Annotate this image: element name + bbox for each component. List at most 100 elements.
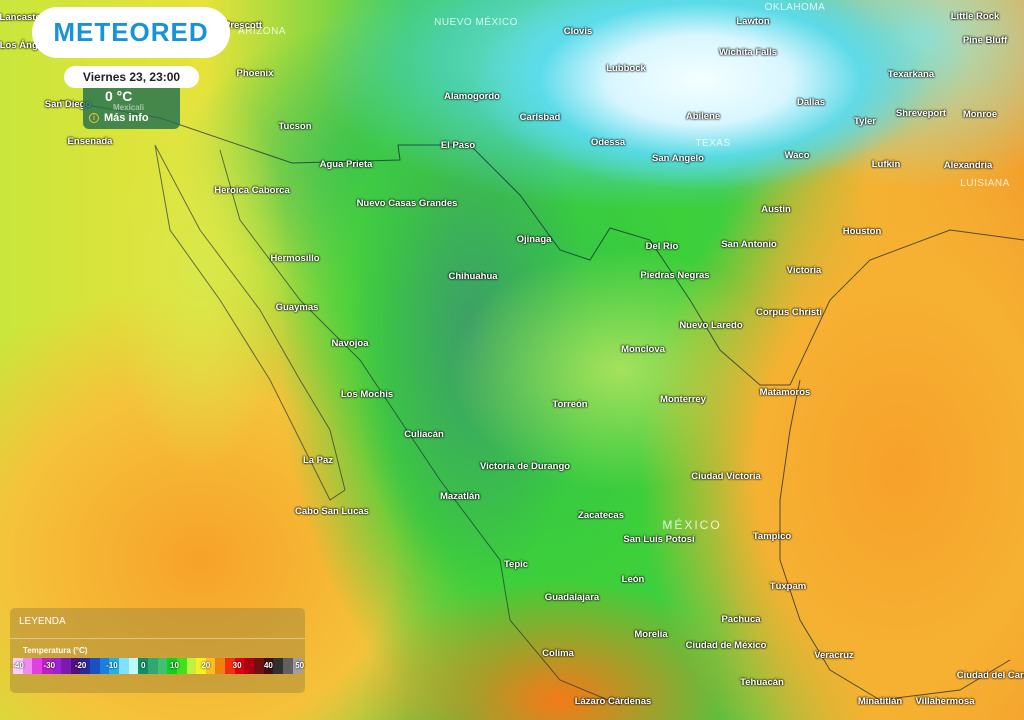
- legend-divider: [10, 638, 305, 639]
- city-label[interactable]: Wichita Falls: [719, 47, 777, 58]
- city-label[interactable]: Hermosillo: [270, 253, 320, 264]
- city-label[interactable]: Austin: [761, 204, 791, 215]
- scale-swatch: [138, 658, 148, 674]
- scale-swatch: [61, 658, 71, 674]
- city-label[interactable]: Tampico: [752, 531, 792, 542]
- city-label[interactable]: Ensenada: [67, 136, 113, 147]
- city-label[interactable]: Navojoa: [331, 338, 369, 349]
- city-label[interactable]: Zacatecas: [578, 510, 624, 521]
- city-label[interactable]: Odessa: [590, 137, 626, 148]
- city-label[interactable]: Ciudad del Carmen: [956, 670, 1024, 681]
- city-label[interactable]: León: [621, 574, 645, 585]
- scale-swatch: [273, 658, 283, 674]
- scale-swatch: [128, 658, 139, 674]
- city-label[interactable]: San Luis Potosí: [623, 534, 695, 545]
- city-label[interactable]: Victoria de Durango: [479, 461, 571, 472]
- city-label[interactable]: Guaymas: [275, 302, 319, 313]
- datetime-badge: Viernes 23, 23:00: [64, 66, 199, 88]
- city-label[interactable]: Texarkana: [887, 69, 935, 80]
- city-label[interactable]: Alamogordo: [444, 91, 500, 102]
- city-label[interactable]: Colima: [542, 648, 574, 659]
- city-label[interactable]: Alexandria: [943, 160, 993, 171]
- city-label[interactable]: Túxpam: [769, 581, 807, 592]
- city-label[interactable]: Veracruz: [814, 650, 854, 661]
- scale-swatch: [119, 658, 129, 674]
- city-label[interactable]: Ojinaga: [516, 234, 552, 245]
- scale-swatch: [234, 658, 245, 674]
- city-label[interactable]: Waco: [784, 150, 810, 161]
- meteored-logo[interactable]: METEORED: [32, 7, 230, 58]
- city-label[interactable]: Lufkin: [871, 159, 901, 170]
- city-label[interactable]: Monterrey: [660, 394, 706, 405]
- city-label[interactable]: Ciudad Victoria: [691, 471, 761, 482]
- city-label[interactable]: Pachuca: [721, 614, 761, 625]
- city-label[interactable]: El Paso: [440, 140, 476, 151]
- city-label[interactable]: Lubbock: [606, 63, 646, 74]
- city-label[interactable]: Culiacán: [404, 429, 444, 440]
- city-label[interactable]: Prescott: [223, 20, 263, 31]
- scale-swatch: [254, 658, 264, 674]
- more-info-button[interactable]: i Más info: [89, 112, 149, 124]
- city-label[interactable]: Tyler: [853, 116, 877, 127]
- city-label[interactable]: Chihuahua: [448, 271, 498, 282]
- city-label[interactable]: Mazatlán: [439, 491, 481, 502]
- city-label[interactable]: San Antonio: [721, 239, 777, 250]
- city-label[interactable]: Cabo San Lucas: [295, 506, 369, 517]
- city-label[interactable]: Morelia: [634, 629, 668, 640]
- region-label: MÉXICO: [662, 518, 722, 532]
- city-label[interactable]: La Paz: [302, 455, 334, 466]
- region-label: LUISIANA: [960, 178, 1010, 189]
- temperature-color-scale: [13, 658, 303, 674]
- city-label[interactable]: Agua Prieta: [319, 159, 373, 170]
- city-label[interactable]: Guadalajara: [544, 592, 600, 603]
- legend-panel: LEYENDA Temperatura (°C) -40 -30 -20 -10 0 10…: [10, 608, 305, 693]
- region-label: ARIZONA: [238, 26, 286, 37]
- scale-tick-label: 0: [140, 661, 146, 670]
- city-label[interactable]: Minatitlán: [857, 696, 903, 707]
- scale-swatch: [109, 658, 120, 674]
- scale-swatch: [176, 658, 187, 674]
- city-label[interactable]: Torreón: [552, 399, 588, 410]
- city-label[interactable]: Dallas: [797, 97, 825, 108]
- city-label[interactable]: Los Mochis: [340, 389, 394, 400]
- city-label[interactable]: Lancaster: [0, 12, 45, 23]
- city-label[interactable]: Villahermosa: [915, 696, 975, 707]
- city-label[interactable]: Tepic: [503, 559, 529, 570]
- city-label[interactable]: Monclova: [621, 344, 665, 355]
- scale-tick-label: 40: [263, 661, 273, 670]
- city-label[interactable]: Carlsbad: [519, 112, 561, 123]
- region-label: NUEVO MÉXICO: [434, 17, 518, 28]
- city-label[interactable]: Lázaro Cárdenas: [574, 696, 652, 707]
- city-label[interactable]: Abilene: [685, 111, 721, 122]
- city-label[interactable]: Houston: [842, 226, 882, 237]
- scale-swatch: [13, 658, 23, 674]
- city-label[interactable]: Corpus Christi: [756, 307, 822, 318]
- city-label[interactable]: Pine Bluff: [962, 35, 1008, 46]
- scale-tick-label: 50: [295, 661, 305, 670]
- city-label[interactable]: Clovis: [563, 26, 593, 37]
- city-label[interactable]: Victoria: [786, 265, 822, 276]
- city-label[interactable]: Del Rio: [645, 241, 679, 252]
- city-label[interactable]: Little Rock: [950, 11, 1000, 22]
- city-label[interactable]: Heroica Caborca: [214, 185, 290, 196]
- city-label[interactable]: Ciudad de México: [685, 640, 767, 651]
- scale-swatch: [147, 658, 158, 674]
- city-label[interactable]: Piedras Negras: [640, 270, 710, 281]
- city-label[interactable]: Tehuacán: [740, 677, 784, 688]
- scale-swatch: [244, 658, 255, 674]
- scale-swatch: [32, 658, 42, 674]
- city-label[interactable]: Matamoros: [759, 387, 811, 398]
- city-label[interactable]: Nuevo Laredo: [679, 320, 743, 331]
- city-label[interactable]: San Angelo: [652, 153, 704, 164]
- city-label[interactable]: Los Ángeles: [0, 40, 57, 51]
- logo-text: METEORED: [53, 17, 209, 47]
- city-label[interactable]: Phoenix: [236, 68, 274, 79]
- city-label[interactable]: Nuevo Casas Grandes: [356, 198, 458, 209]
- city-label[interactable]: Shreveport: [895, 108, 947, 119]
- scale-swatch: [196, 658, 206, 674]
- scale-swatch: [215, 658, 226, 674]
- city-label[interactable]: Lawton: [736, 16, 770, 27]
- city-label[interactable]: San Diego: [44, 99, 92, 110]
- city-label[interactable]: Tucson: [278, 121, 312, 132]
- city-label[interactable]: Monroe: [962, 109, 998, 120]
